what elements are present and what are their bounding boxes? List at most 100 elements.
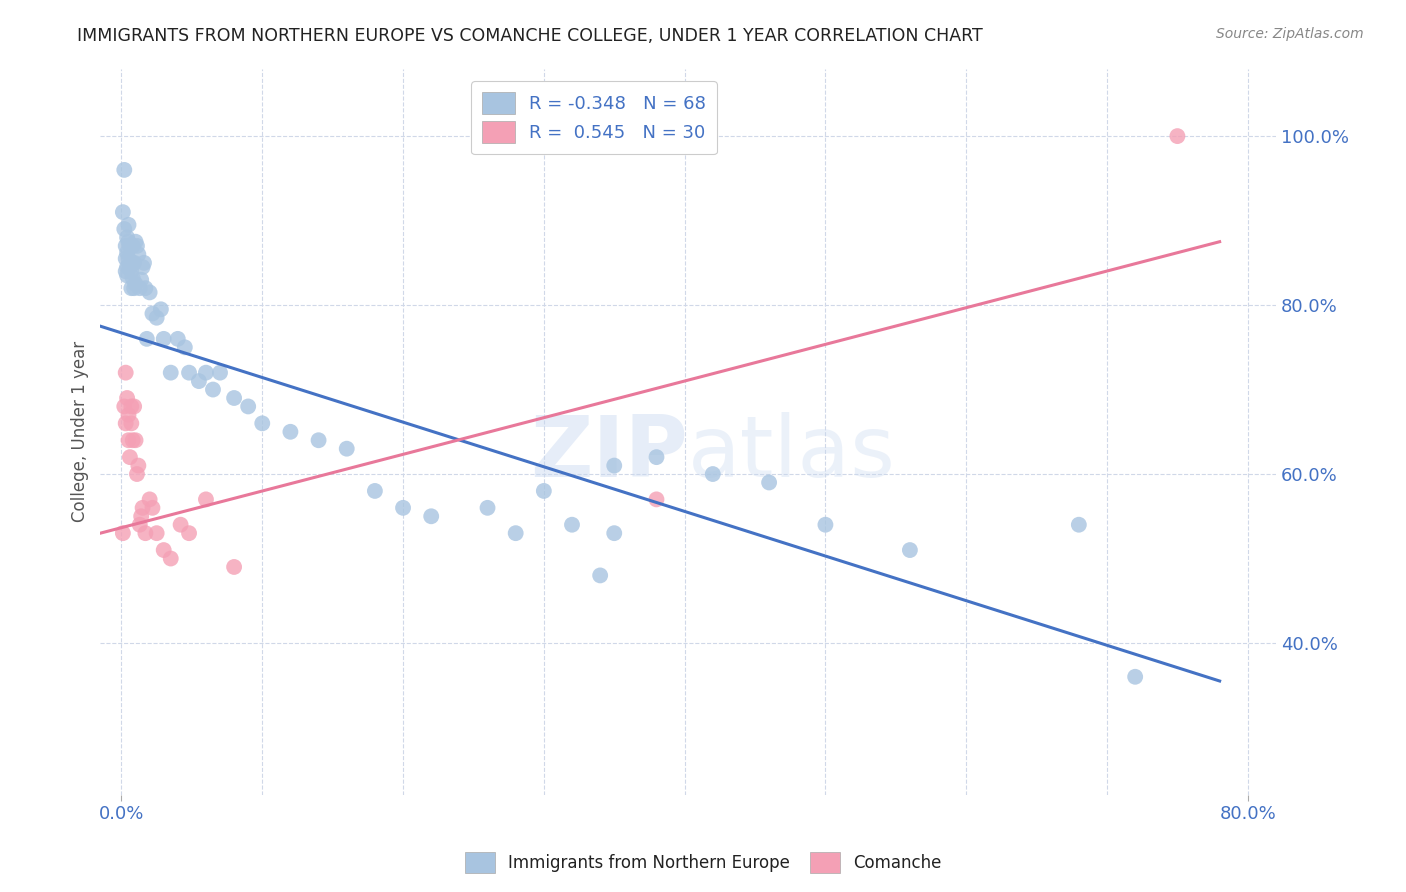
Point	[115, 268, 138, 283]
Point	[645, 492, 668, 507]
Point	[121, 271, 143, 285]
Point	[112, 222, 135, 236]
Point	[127, 458, 149, 473]
Point	[124, 277, 146, 291]
Point	[201, 383, 224, 397]
Point	[603, 526, 626, 541]
Point	[115, 245, 138, 260]
Point	[152, 543, 174, 558]
Point	[121, 434, 143, 448]
Point	[177, 526, 200, 541]
Point	[134, 281, 156, 295]
Point	[280, 425, 302, 439]
Point	[238, 400, 260, 414]
Point	[112, 400, 135, 414]
Point	[603, 458, 626, 473]
Point	[336, 442, 359, 456]
Point	[187, 374, 209, 388]
Point	[117, 408, 139, 422]
Point	[138, 492, 160, 507]
Point	[758, 475, 780, 490]
Point	[124, 434, 146, 448]
Point	[392, 500, 415, 515]
Text: atlas: atlas	[688, 412, 896, 495]
Point	[589, 568, 612, 582]
Point	[152, 332, 174, 346]
Point	[112, 162, 135, 177]
Point	[1166, 129, 1188, 144]
Point	[115, 391, 138, 405]
Point	[814, 517, 837, 532]
Point	[134, 526, 156, 541]
Point	[114, 417, 136, 431]
Point	[131, 260, 153, 274]
Point	[114, 264, 136, 278]
Point	[420, 509, 443, 524]
Point	[141, 306, 163, 320]
Point	[159, 366, 181, 380]
Point	[364, 483, 387, 498]
Y-axis label: College, Under 1 year: College, Under 1 year	[72, 342, 89, 523]
Point	[128, 517, 150, 532]
Text: IMMIGRANTS FROM NORTHERN EUROPE VS COMANCHE COLLEGE, UNDER 1 YEAR CORRELATION CH: IMMIGRANTS FROM NORTHERN EUROPE VS COMAN…	[77, 27, 983, 45]
Point	[173, 340, 195, 354]
Point	[120, 417, 142, 431]
Point	[702, 467, 724, 481]
Point	[118, 450, 141, 464]
Point	[115, 230, 138, 244]
Point	[111, 205, 134, 219]
Point	[308, 434, 330, 448]
Legend: R = -0.348   N = 68, R =  0.545   N = 30: R = -0.348 N = 68, R = 0.545 N = 30	[471, 81, 717, 154]
Point	[121, 256, 143, 270]
Point	[194, 366, 217, 380]
Point	[1067, 517, 1090, 532]
Point	[1123, 670, 1146, 684]
Point	[114, 366, 136, 380]
Legend: Immigrants from Northern Europe, Comanche: Immigrants from Northern Europe, Comanch…	[458, 846, 948, 880]
Point	[169, 517, 191, 532]
Point	[122, 281, 145, 295]
Point	[117, 434, 139, 448]
Point	[128, 281, 150, 295]
Point	[138, 285, 160, 300]
Point	[131, 500, 153, 515]
Point	[114, 239, 136, 253]
Point	[125, 467, 148, 481]
Point	[194, 492, 217, 507]
Point	[125, 239, 148, 253]
Point	[645, 450, 668, 464]
Point	[124, 235, 146, 249]
Point	[533, 483, 555, 498]
Point	[224, 391, 246, 405]
Point	[117, 252, 139, 266]
Point	[145, 526, 167, 541]
Point	[224, 560, 246, 574]
Point	[122, 256, 145, 270]
Point	[121, 239, 143, 253]
Point	[135, 332, 157, 346]
Point	[505, 526, 527, 541]
Text: Source: ZipAtlas.com: Source: ZipAtlas.com	[1216, 27, 1364, 41]
Point	[122, 400, 145, 414]
Point	[177, 366, 200, 380]
Point	[115, 260, 138, 274]
Point	[111, 526, 134, 541]
Point	[145, 310, 167, 325]
Point	[252, 417, 274, 431]
Point	[166, 332, 188, 346]
Text: ZIP: ZIP	[530, 412, 688, 495]
Point	[118, 239, 141, 253]
Point	[898, 543, 921, 558]
Point	[477, 500, 499, 515]
Point	[208, 366, 231, 380]
Point	[129, 509, 152, 524]
Point	[120, 281, 142, 295]
Point	[118, 260, 141, 274]
Point	[561, 517, 583, 532]
Point	[127, 247, 149, 261]
Point	[120, 264, 142, 278]
Point	[117, 235, 139, 249]
Point	[129, 273, 152, 287]
Point	[117, 218, 139, 232]
Point	[159, 551, 181, 566]
